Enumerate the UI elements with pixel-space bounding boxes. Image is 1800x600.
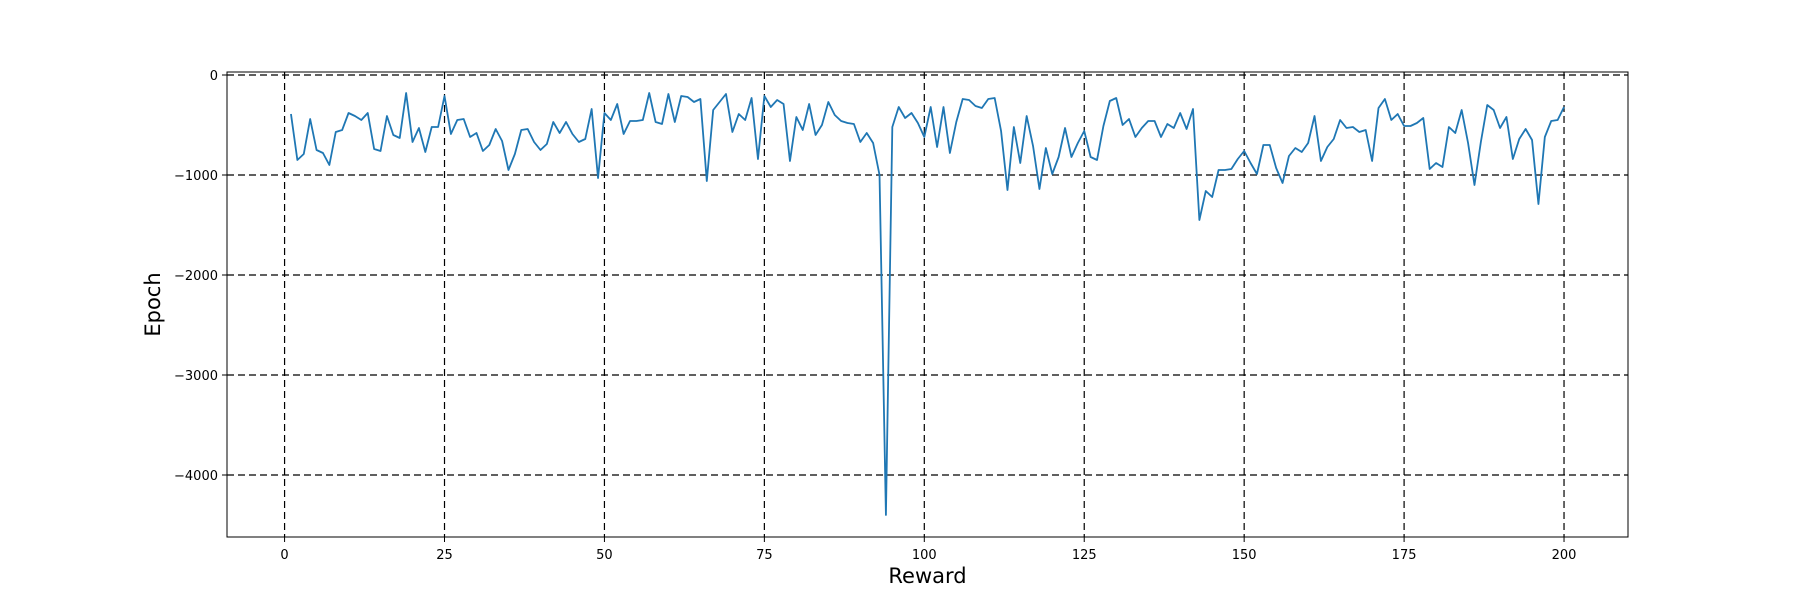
y-tick-label: −3000	[174, 369, 218, 384]
y-tick-label: −4000	[174, 469, 218, 484]
axis-ticks: 0 25 50 75 100 125 150 175 200 0 −1000 −2000 −3000 −4…	[174, 69, 1576, 563]
x-tick-label: 50	[596, 548, 613, 563]
x-tick-label: 75	[756, 548, 773, 563]
x-tick-label: 175	[1392, 548, 1417, 563]
x-tick-label: 25	[436, 548, 453, 563]
x-tick-label: 200	[1552, 548, 1577, 563]
y-tick-label: 0	[210, 69, 218, 84]
x-axis-label: Reward	[888, 564, 966, 588]
y-tick-label: −1000	[174, 169, 218, 184]
x-tick-label: 100	[912, 548, 937, 563]
x-tick-label: 0	[280, 548, 288, 563]
plot-frame	[226, 71, 1629, 538]
y-axis-label: Epoch	[141, 272, 165, 336]
series-line	[290, 92, 1565, 516]
x-tick-label: 150	[1232, 548, 1257, 563]
x-tick-label: 125	[1072, 548, 1097, 563]
y-tick-label: −2000	[174, 269, 218, 284]
series-layer	[290, 92, 1565, 516]
grid-lines	[227, 72, 1628, 537]
